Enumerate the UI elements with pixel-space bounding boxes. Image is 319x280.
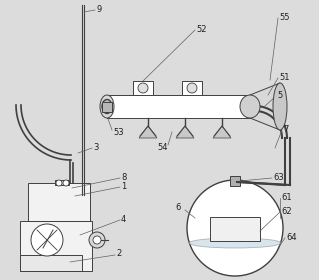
FancyBboxPatch shape [20, 255, 82, 271]
Polygon shape [176, 126, 194, 138]
FancyBboxPatch shape [210, 217, 260, 241]
Circle shape [63, 180, 69, 186]
Polygon shape [213, 126, 231, 138]
Polygon shape [250, 83, 280, 130]
Text: 63: 63 [273, 172, 284, 181]
Circle shape [187, 180, 283, 276]
FancyBboxPatch shape [20, 221, 92, 271]
Text: 2: 2 [116, 249, 121, 258]
Circle shape [138, 83, 148, 93]
Text: 54: 54 [157, 143, 167, 151]
Ellipse shape [100, 95, 114, 118]
Text: 4: 4 [121, 214, 126, 223]
Circle shape [187, 83, 197, 93]
Text: 52: 52 [196, 25, 206, 34]
Ellipse shape [189, 238, 281, 248]
FancyBboxPatch shape [230, 176, 240, 186]
Polygon shape [139, 126, 157, 138]
Text: 5: 5 [277, 90, 282, 99]
Text: 7: 7 [283, 125, 288, 134]
Circle shape [31, 224, 63, 256]
Text: 1: 1 [121, 181, 126, 190]
FancyBboxPatch shape [133, 81, 153, 95]
Text: 51: 51 [279, 73, 290, 81]
Text: 8: 8 [121, 172, 126, 181]
Circle shape [93, 236, 101, 244]
FancyBboxPatch shape [28, 183, 90, 221]
Text: 64: 64 [286, 232, 297, 241]
Circle shape [89, 232, 105, 248]
Circle shape [56, 180, 62, 186]
FancyBboxPatch shape [107, 95, 250, 118]
FancyBboxPatch shape [182, 81, 202, 95]
Ellipse shape [102, 99, 112, 113]
FancyBboxPatch shape [55, 180, 69, 185]
Text: 3: 3 [93, 143, 98, 151]
Text: 55: 55 [279, 13, 290, 22]
Text: 62: 62 [281, 207, 292, 216]
Ellipse shape [240, 95, 260, 118]
Text: 61: 61 [281, 193, 292, 202]
Text: 9: 9 [96, 4, 101, 13]
FancyBboxPatch shape [102, 102, 112, 111]
Text: 53: 53 [113, 127, 124, 137]
Ellipse shape [273, 83, 287, 130]
Text: 6: 6 [175, 204, 180, 213]
